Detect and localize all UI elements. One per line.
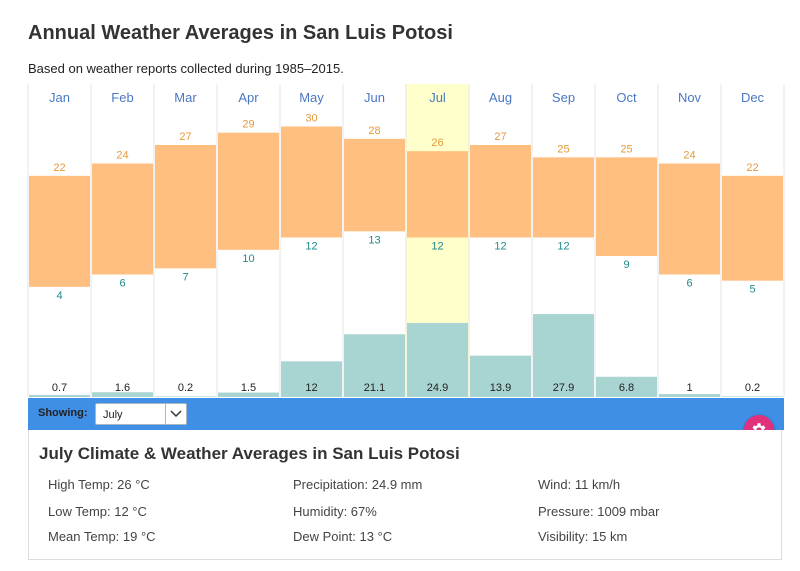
high-temp-label: 29 [242, 119, 254, 131]
low-temp-label: 5 [749, 284, 755, 296]
high-temp-label: 28 [368, 125, 380, 137]
high-temp-label: 27 [179, 131, 191, 143]
precip-bar [29, 394, 90, 397]
month-label-jul: Jul [429, 90, 446, 105]
low-temp-label: 7 [182, 271, 188, 283]
temp-range-bar [218, 132, 279, 250]
low-temp-label: 6 [119, 278, 125, 290]
showing-bar: Showing: July [28, 398, 784, 430]
month-select-value: July [103, 409, 123, 421]
precip-label: 13.9 [490, 382, 511, 394]
month-label-feb: Feb [111, 90, 133, 105]
precip-bar [344, 334, 405, 397]
stat-low-temp: Low Temp: 12 °C [48, 504, 147, 519]
month-label-may: May [299, 90, 324, 105]
details-panel: July Climate & Weather Averages in San L… [28, 430, 782, 560]
temp-range-bar [281, 126, 342, 238]
month-label-oct: Oct [616, 90, 637, 105]
precip-bar [470, 355, 531, 397]
precip-label: 6.8 [619, 382, 634, 394]
precip-bar [281, 361, 342, 397]
details-title: July Climate & Weather Averages in San L… [39, 444, 460, 463]
precip-label: 27.9 [553, 382, 574, 394]
precip-label: 21.1 [364, 382, 385, 394]
temp-range-bar [722, 175, 783, 281]
high-temp-label: 24 [683, 150, 695, 162]
month-label-aug: Aug [489, 90, 512, 105]
stat-dew-point: Dew Point: 13 °C [293, 529, 393, 544]
chevron-down-icon[interactable] [165, 404, 186, 424]
temp-range-bar [407, 151, 468, 238]
showing-label: Showing: [38, 407, 88, 419]
precip-label: 1 [686, 382, 692, 394]
temp-range-bar [659, 163, 720, 275]
precip-label: 0.2 [178, 382, 193, 394]
stat-humidity: Humidity: 67% [293, 504, 377, 519]
low-temp-label: 13 [368, 234, 380, 246]
temp-range-bar [155, 145, 216, 269]
high-temp-label: 25 [620, 143, 632, 155]
high-temp-label: 24 [116, 150, 128, 162]
low-temp-label: 6 [686, 278, 692, 290]
temp-range-bar [470, 145, 531, 238]
stat-wind: Wind: 11 km/h [538, 477, 621, 492]
low-temp-label: 9 [623, 259, 629, 271]
precip-bar [155, 396, 216, 397]
low-temp-label: 10 [242, 253, 254, 265]
temp-range-bar [29, 175, 90, 287]
month-label-jun: Jun [364, 90, 385, 105]
month-label-apr: Apr [238, 90, 259, 105]
stat-precipitation: Precipitation: 24.9 mm [293, 477, 423, 492]
low-temp-label: 12 [494, 241, 506, 253]
month-label-jan: Jan [49, 90, 70, 105]
precip-bar [533, 314, 594, 397]
temp-range-bar [92, 163, 153, 275]
stat-visibility: Visibility: 15 km [538, 529, 628, 544]
month-column-aug[interactable] [469, 84, 532, 397]
month-label-sep: Sep [552, 90, 575, 105]
temp-range-bar [596, 157, 657, 256]
low-temp-label: 12 [305, 241, 317, 253]
temp-range-bar [533, 157, 594, 238]
page-title: Annual Weather Averages in San Luis Poto… [28, 22, 453, 44]
precip-label: 12 [305, 382, 317, 394]
month-label-mar: Mar [174, 90, 197, 105]
precip-bar [218, 392, 279, 397]
precip-label: 1.5 [241, 382, 256, 394]
precip-bar [659, 394, 720, 397]
high-temp-label: 25 [557, 143, 569, 155]
precip-label: 0.2 [745, 382, 760, 394]
high-temp-label: 27 [494, 131, 506, 143]
weather-chart: Jan 22 4 0.7 Feb 24 6 1.6 Mar 27 7 0.2 Apr 29 10 1.5 May… [27, 84, 785, 397]
precip-bar [722, 396, 783, 397]
low-temp-label: 4 [56, 290, 62, 302]
high-temp-label: 22 [746, 162, 758, 174]
stat-high-temp: High Temp: 26 °C [48, 477, 150, 492]
month-select[interactable]: July [95, 403, 187, 425]
high-temp-label: 22 [53, 162, 65, 174]
stat-pressure: Pressure: 1009 mbar [538, 504, 660, 519]
low-temp-label: 12 [557, 241, 569, 253]
precip-bar [596, 376, 657, 397]
low-temp-label: 12 [431, 241, 443, 253]
high-temp-label: 30 [305, 113, 317, 125]
month-label-nov: Nov [678, 90, 702, 105]
month-label-dec: Dec [741, 90, 765, 105]
high-temp-label: 26 [431, 137, 443, 149]
stat-mean-temp: Mean Temp: 19 °C [48, 529, 156, 544]
precip-label: 24.9 [427, 382, 448, 394]
precip-bar [92, 392, 153, 397]
precip-label: 1.6 [115, 382, 130, 394]
precip-bar [407, 322, 468, 397]
page-subtitle: Based on weather reports collected durin… [28, 61, 344, 76]
precip-label: 0.7 [52, 382, 67, 394]
temp-range-bar [344, 138, 405, 232]
